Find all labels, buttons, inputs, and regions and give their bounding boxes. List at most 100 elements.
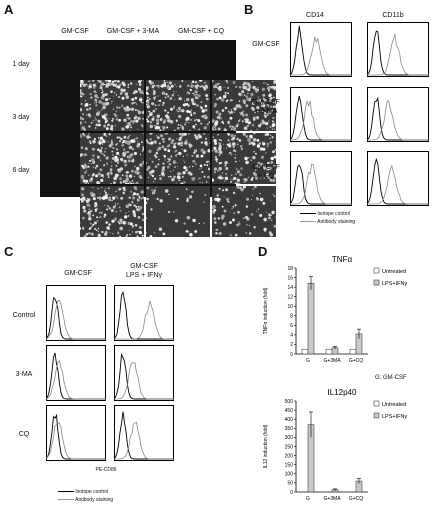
histogram-frame [290,22,352,77]
cell-speck [123,148,126,150]
antibody-curve [46,299,106,340]
histogram-frame [46,345,106,401]
panel-c-legend-antibody-label: Antibody staining [75,497,114,503]
cell-speck [269,233,273,237]
cell-speck [212,178,214,182]
micrograph-r1-c1 [80,80,144,131]
cell-speck [201,182,204,184]
cell-speck [218,87,222,91]
cell-speck [155,84,158,87]
cell-speck [167,161,169,163]
cell-speck [171,177,175,182]
cell-speck [122,191,125,195]
cell-speck [178,115,180,118]
il12-ytick-label: 150 [285,463,294,469]
cell-speck [212,211,215,214]
cell-speck [140,90,144,94]
cell-speck [224,180,226,182]
cell-speck [167,165,170,169]
cell-speck [182,155,184,157]
cell-speck [169,97,173,100]
cell-speck [249,141,252,144]
cell-speck [236,186,240,189]
cell-speck [100,175,102,177]
cell-speck [221,98,225,102]
cell-speck [265,123,268,126]
cell-speck [120,196,124,200]
cell-speck [217,217,220,220]
cell-speck [168,137,172,141]
cell-speck [82,205,86,210]
cell-speck [119,227,122,230]
cell-speck [161,145,164,148]
cell-speck [101,115,103,116]
cell-speck [85,179,89,183]
cell-speck [215,232,218,235]
cell-speck [103,213,107,217]
cell-speck [175,156,177,158]
cell-speck [118,187,122,191]
panel-b-row-3: GM-CSF + CQ [244,163,288,181]
cell-speck [249,129,253,131]
cell-speck [124,163,128,167]
cell-speck [125,204,130,209]
cell-speck [223,209,227,213]
cell-speck [234,204,237,207]
cell-speck [128,229,130,231]
cell-speck [110,209,114,212]
cell-speck [266,134,268,136]
cell-speck [238,100,241,102]
cell-speck [112,129,114,131]
cell-speck [246,197,250,201]
cell-speck [151,169,155,173]
cell-speck [233,176,237,180]
cell-speck [82,216,85,220]
cell-speck [157,104,159,107]
cell-speck [134,96,138,100]
cell-speck [168,144,171,147]
cell-speck [250,92,254,96]
cell-speck [109,98,111,100]
cell-speck [156,135,158,137]
cell-speck [245,205,249,208]
cell-speck [83,134,86,137]
cell-speck [97,231,100,233]
cell-speck [92,166,95,169]
cell-speck [97,148,100,151]
cell-speck [193,119,196,122]
cell-speck [233,149,236,152]
cell-speck [195,123,197,126]
cell-speck [203,175,206,178]
cell-speck [221,214,225,218]
cell-speck [185,230,189,233]
micrograph-r1-c3 [212,80,276,131]
cell-speck [80,116,83,120]
cell-speck [123,135,127,139]
cell-speck [89,209,93,213]
cell-speck [150,81,154,85]
cell-speck [162,129,165,131]
cell-speck [245,215,248,219]
cell-speck [123,215,128,219]
cell-speck [192,218,196,223]
hist-c-gmcsf-row1 [46,285,106,341]
cell-speck [222,94,227,99]
cell-speck [109,168,113,171]
cell-speck [103,164,106,167]
cell-speck [107,141,109,143]
cell-speck [221,172,224,174]
cell-speck [213,217,217,221]
cell-speck [157,100,159,102]
cell-speck [242,114,245,117]
cell-speck [114,202,116,204]
cell-speck [235,105,237,107]
cell-speck [88,214,91,218]
cell-speck [141,212,144,216]
panel-b-row-2-line1: GM-CSF [252,99,280,106]
cell-speck [143,80,144,82]
hist-cd11b-row3 [367,151,429,206]
cell-speck [138,113,140,115]
cell-speck [125,95,129,99]
cell-speck [262,110,264,112]
cell-speck [266,127,268,129]
